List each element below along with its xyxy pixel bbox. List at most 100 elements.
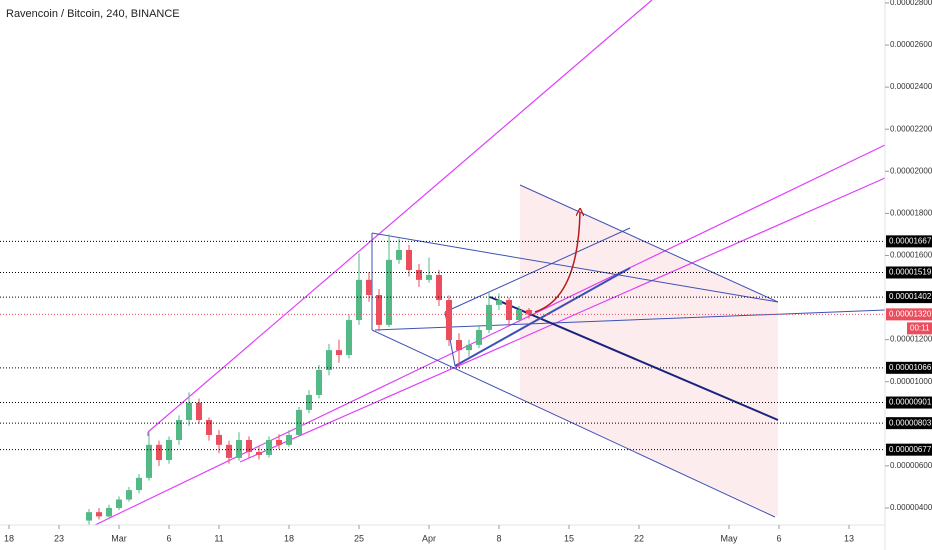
chart-title: Ravencoin / Bitcoin, 240, BINANCE: [6, 8, 180, 20]
y-tick-label: 0.00001600: [890, 251, 932, 260]
candle-body: [426, 275, 432, 280]
channel-line: [489, 296, 779, 421]
channel-line: [444, 227, 631, 313]
level-tag: [886, 396, 932, 409]
trend-line: [94, 144, 885, 525]
x-tick-label: 22: [634, 533, 644, 543]
y-tick-label: 0.00002800: [890, 0, 932, 7]
candle-body: [346, 320, 352, 355]
level-tag: [886, 235, 932, 248]
candle-body: [206, 420, 212, 435]
channel-line: [374, 309, 885, 331]
candle-body: [476, 329, 482, 345]
candle-body: [456, 340, 462, 351]
x-tick-label: 18: [284, 533, 294, 543]
candle-body: [266, 439, 272, 455]
candles: [86, 234, 532, 525]
x-tick-label: May: [720, 533, 738, 543]
level-tag: [886, 361, 932, 374]
candle-body: [216, 434, 222, 445]
forecast-arrow: [534, 212, 580, 313]
candle-body: [186, 402, 192, 420]
candle-body: [446, 300, 452, 341]
x-tick-label: 13: [844, 533, 854, 543]
x-tick-label: 15: [564, 533, 574, 543]
candle-body: [376, 295, 382, 325]
forecast-zone: [520, 185, 778, 517]
candle-body: [126, 490, 132, 500]
candle-body: [416, 269, 422, 280]
trend-line: [239, 177, 885, 463]
candle-body: [236, 439, 242, 458]
channel-line: [454, 267, 631, 367]
x-tick-label: 8: [496, 533, 501, 543]
candle-body: [396, 249, 402, 260]
candle-body: [516, 309, 522, 321]
trend-line: [147, 0, 653, 433]
candle-body: [406, 249, 412, 270]
x-tick-label: 25: [354, 533, 364, 543]
candle-body: [276, 439, 282, 445]
candle-body: [156, 444, 162, 460]
level-tag: [886, 443, 932, 456]
candle-body: [436, 275, 442, 301]
candle-body: [366, 279, 372, 296]
candle-body: [136, 477, 142, 491]
level-tag: [886, 266, 932, 279]
level-tag: [886, 417, 932, 430]
candle-body: [336, 350, 342, 355]
candle-body: [86, 512, 92, 521]
candle-body: [196, 402, 202, 420]
candle-body: [326, 350, 332, 370]
candle-body: [496, 300, 502, 305]
x-tick-label: 6: [166, 533, 171, 543]
drawings: [94, 0, 885, 525]
y-tick-label: 0.00002000: [890, 166, 932, 175]
y-tick-label: 0.00002200: [890, 124, 932, 133]
candle-body: [466, 344, 472, 351]
level-label: 0.00000677: [889, 445, 932, 454]
level-label: 0.00000803: [889, 418, 932, 427]
y-tick-label: 0.00002600: [890, 40, 932, 49]
countdown-tag: [907, 322, 932, 335]
level-label: 0.00001402: [889, 292, 932, 301]
candle-body: [356, 279, 362, 321]
current-price-label: 0.00001320: [889, 309, 932, 318]
candle-body: [386, 259, 392, 325]
candle-body: [506, 300, 512, 321]
candle-body: [146, 444, 152, 478]
current-price-tag: [886, 308, 932, 321]
y-tick-label: 0.00000600: [890, 461, 932, 470]
candle-body: [526, 309, 532, 315]
x-tick-label: Apr: [422, 533, 436, 543]
x-tick-label: 23: [54, 533, 64, 543]
y-tick-label: 0.00002400: [890, 82, 932, 91]
x-tick-label: 6: [776, 533, 781, 543]
channel-line: [519, 184, 779, 303]
channel-line: [371, 232, 779, 303]
y-tick-label: 0.00001800: [890, 208, 932, 217]
overlay: [0, 212, 885, 451]
level-tag: [886, 291, 932, 304]
level-label: 0.00001066: [889, 363, 932, 372]
level-label: 0.00001519: [889, 268, 932, 277]
candle-body: [246, 439, 252, 452]
y-tick-label: 0.00000400: [890, 503, 932, 512]
x-tick-label: 11: [214, 533, 223, 543]
y-tick-label: 0.00001000: [890, 377, 932, 386]
candle-body: [116, 499, 122, 508]
candle-body: [316, 369, 322, 395]
candle-body: [296, 409, 302, 435]
level-label: 0.00001667: [889, 236, 932, 245]
candle-body: [226, 444, 232, 458]
candle-body: [96, 512, 102, 517]
x-tick-label: 18: [4, 533, 14, 543]
candle-body: [486, 304, 492, 330]
candle-body: [106, 507, 112, 517]
y-tick-label: 0.00001200: [890, 335, 932, 344]
candle-body: [256, 451, 262, 455]
candle-body: [176, 420, 182, 440]
